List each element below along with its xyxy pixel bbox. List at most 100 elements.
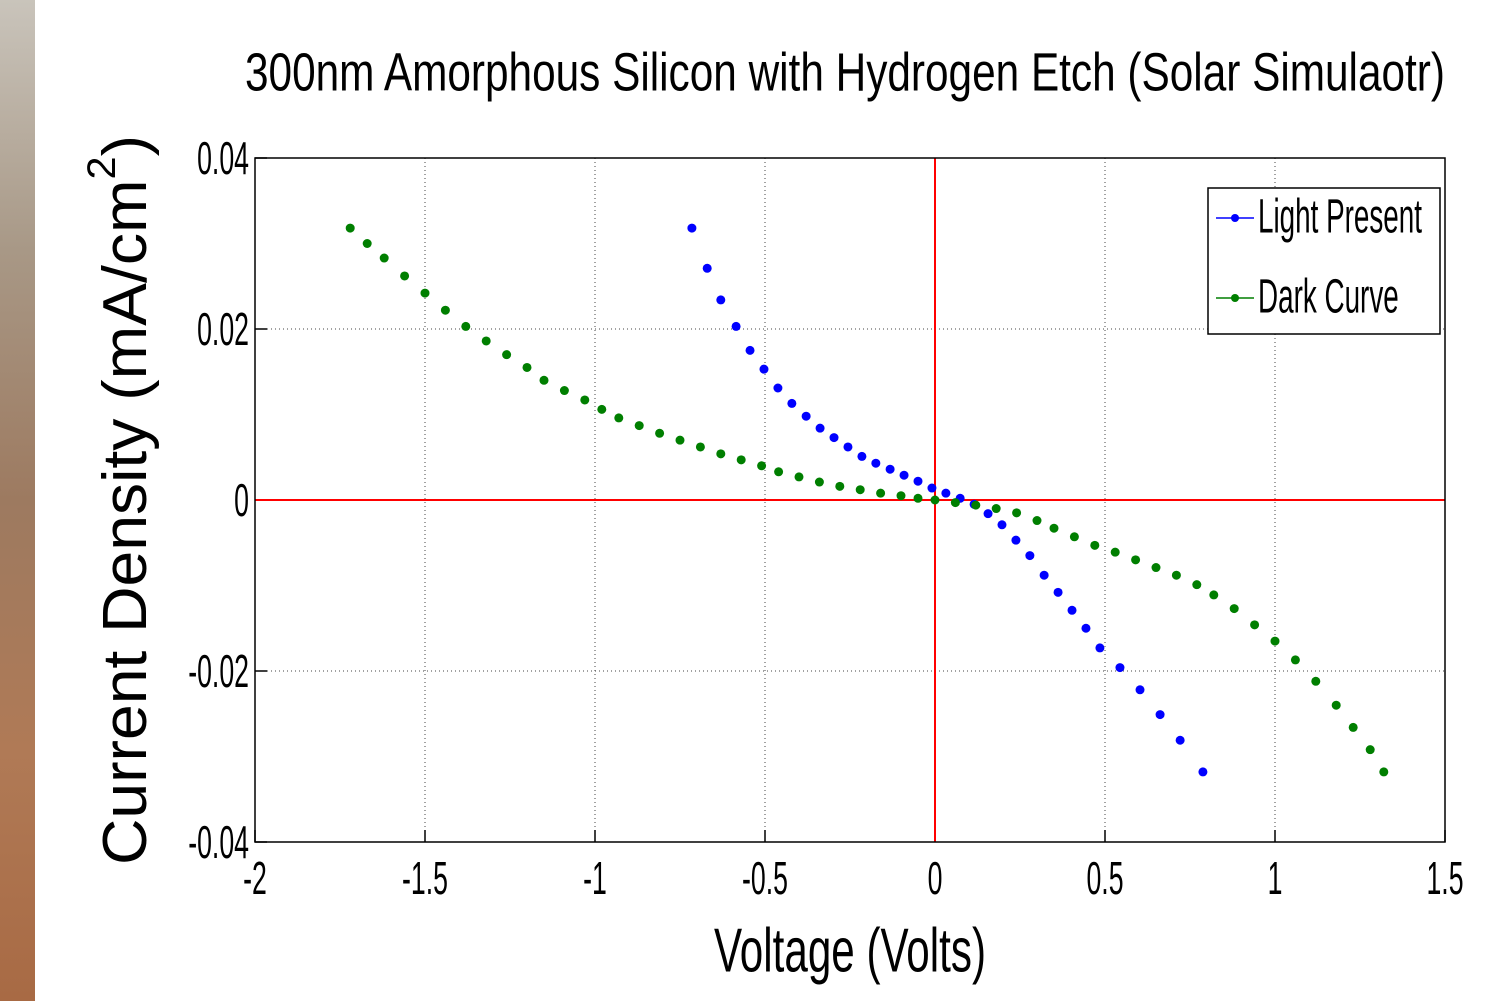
y-axis-label-end: ) — [91, 135, 160, 156]
background-photo-strip — [0, 0, 35, 1001]
data-point — [1365, 745, 1375, 755]
data-point — [843, 442, 853, 452]
x-tick-label: 0 — [928, 853, 943, 904]
data-point — [1095, 643, 1105, 653]
data-point — [1290, 655, 1300, 665]
data-point — [736, 455, 746, 465]
x-tick-label-group: 0 — [928, 853, 943, 904]
data-point — [829, 433, 839, 443]
data-point — [1012, 508, 1022, 518]
x-tick-label-group: 1 — [1268, 853, 1283, 904]
data-point — [634, 421, 644, 431]
data-point — [1192, 580, 1202, 590]
legend-marker — [1231, 294, 1239, 302]
legend-label-group: Light Present — [1258, 190, 1422, 244]
data-point — [695, 442, 705, 452]
x-tick-label: -1 — [583, 853, 607, 904]
data-point — [983, 509, 993, 519]
data-point — [420, 288, 430, 298]
data-point — [787, 398, 797, 408]
legend-label-group: Dark Curve — [1258, 270, 1399, 324]
data-point — [1250, 620, 1260, 630]
data-point — [1025, 551, 1035, 561]
data-point — [1331, 700, 1341, 710]
y-axis-label-group: Current Density (mA/cm2) — [80, 135, 161, 865]
data-point — [930, 495, 940, 505]
x-tick-label: -0.5 — [742, 853, 788, 904]
y-tick-label: 0.02 — [197, 304, 249, 355]
data-point — [997, 520, 1007, 530]
data-point — [871, 458, 881, 468]
data-point — [885, 464, 895, 474]
data-point — [522, 362, 532, 372]
labels: -2 -1.5 -1 -0.5 0 0.5 1 1.5 -0.04 -0.02 0 0.02 0.04 3… — [80, 42, 1464, 985]
data-point — [759, 364, 769, 374]
y-tick-label-group: 0 — [234, 475, 249, 526]
x-tick-label: 1.5 — [1426, 853, 1463, 904]
data-point — [687, 223, 697, 233]
data-point — [991, 504, 1001, 514]
data-point — [815, 423, 825, 433]
data-point — [1155, 710, 1165, 720]
data-point — [757, 461, 767, 471]
data-point — [1131, 555, 1141, 565]
data-point — [814, 477, 824, 487]
x-tick-label: 1 — [1268, 853, 1283, 904]
data-point — [1067, 605, 1077, 615]
data-point — [1229, 604, 1239, 614]
data-point — [927, 483, 937, 493]
data-point — [559, 386, 569, 396]
data-point — [1270, 636, 1280, 646]
data-point — [913, 476, 923, 486]
data-point — [702, 263, 712, 273]
data-point — [1090, 540, 1100, 550]
data-point — [675, 435, 685, 445]
data-point — [1081, 623, 1091, 633]
data-point — [1032, 516, 1042, 526]
data-point — [481, 336, 491, 346]
data-point — [614, 413, 624, 423]
data-point — [539, 375, 549, 385]
marks — [345, 223, 1389, 777]
title-group: 300nm Amorphous Silicon with Hydrogen Et… — [245, 42, 1445, 102]
data-point — [1110, 547, 1120, 557]
data-point — [379, 253, 389, 263]
data-point — [1209, 590, 1219, 600]
data-point — [1135, 685, 1145, 695]
data-point — [1053, 587, 1063, 597]
y-axis-label-superscript: 2 — [80, 156, 124, 179]
data-point — [1151, 563, 1161, 573]
chart-title: 300nm Amorphous Silicon with Hydrogen Et… — [245, 42, 1445, 102]
data-point — [655, 428, 665, 438]
data-point — [461, 321, 471, 331]
data-point — [1175, 735, 1185, 745]
data-point — [913, 493, 923, 503]
data-point — [1171, 570, 1181, 580]
y-tick-label: 0.04 — [197, 133, 249, 184]
y-tick-label: -0.04 — [188, 817, 249, 868]
data-point — [773, 383, 783, 393]
y-tick-label-group: -0.02 — [188, 646, 249, 697]
data-point — [971, 500, 981, 510]
x-tick-label-group: 0.5 — [1086, 853, 1123, 904]
y-tick-label-group: -0.04 — [188, 817, 249, 868]
data-point — [794, 472, 804, 482]
data-point — [1069, 532, 1079, 542]
data-point — [1348, 722, 1358, 732]
legend-box — [1207, 187, 1441, 335]
y-tick-label-group: 0.04 — [197, 133, 249, 184]
data-point — [731, 321, 741, 331]
data-point — [855, 485, 865, 495]
data-point — [941, 488, 951, 498]
data-point — [774, 467, 784, 477]
data-point — [1115, 663, 1125, 673]
x-tick-label: 0.5 — [1086, 853, 1123, 904]
y-axis-label-text: Current Density (mA/cm2) — [80, 135, 161, 865]
data-point — [1198, 767, 1208, 777]
data-point — [899, 470, 909, 480]
data-point — [716, 449, 726, 459]
data-point — [950, 498, 960, 508]
legend-label: Light Present — [1258, 190, 1422, 244]
